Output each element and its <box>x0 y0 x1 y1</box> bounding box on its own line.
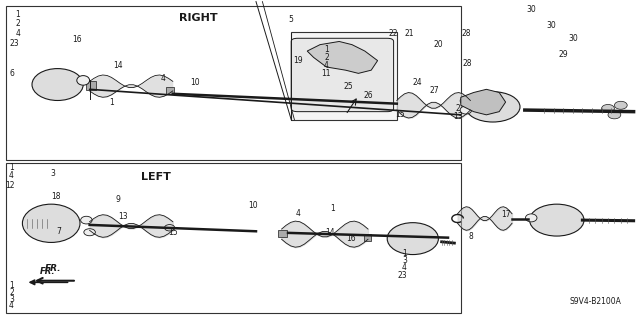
Text: 29: 29 <box>558 50 568 59</box>
Text: 20: 20 <box>433 40 444 49</box>
Text: 6: 6 <box>9 69 14 78</box>
Polygon shape <box>307 41 378 73</box>
Bar <box>291 32 397 120</box>
Text: 23: 23 <box>397 271 407 280</box>
Text: 25: 25 <box>344 82 354 91</box>
Text: 2: 2 <box>9 288 14 297</box>
Text: 10: 10 <box>248 201 258 210</box>
Text: 22: 22 <box>389 29 398 38</box>
Text: 15: 15 <box>168 228 178 237</box>
Polygon shape <box>461 89 506 115</box>
Text: 5: 5 <box>289 15 294 24</box>
Text: 14: 14 <box>324 228 335 237</box>
Ellipse shape <box>387 223 438 255</box>
Ellipse shape <box>614 101 627 109</box>
Bar <box>166 87 174 94</box>
Text: 11: 11 <box>322 69 331 78</box>
Text: 16: 16 <box>72 35 82 44</box>
Text: 2: 2 <box>324 53 329 62</box>
Text: 14: 14 <box>113 61 124 70</box>
Text: 2: 2 <box>15 19 20 28</box>
Text: 1: 1 <box>402 249 407 258</box>
Text: 19: 19 <box>292 56 303 65</box>
Text: LEFT: LEFT <box>141 172 171 182</box>
Ellipse shape <box>465 92 520 122</box>
Text: RIGHT: RIGHT <box>179 13 218 23</box>
Ellipse shape <box>32 69 83 100</box>
Text: 4: 4 <box>15 29 20 38</box>
Text: 2: 2 <box>455 104 460 113</box>
Ellipse shape <box>84 229 95 236</box>
Text: 28: 28 <box>461 29 470 38</box>
Text: 9: 9 <box>116 195 121 204</box>
Text: 30: 30 <box>547 21 557 30</box>
Text: FR.: FR. <box>45 264 61 273</box>
Text: 3: 3 <box>402 256 407 265</box>
Text: 30: 30 <box>568 34 578 43</box>
Text: 16: 16 <box>346 234 356 243</box>
Text: 24: 24 <box>412 78 422 87</box>
Text: 8: 8 <box>468 232 473 241</box>
Text: 17: 17 <box>500 210 511 219</box>
Text: 26: 26 <box>363 91 373 100</box>
Bar <box>6 163 461 313</box>
Text: 3: 3 <box>50 169 55 178</box>
Text: 15: 15 <box>395 110 405 119</box>
Ellipse shape <box>81 216 92 224</box>
Ellipse shape <box>460 97 472 105</box>
Text: S9V4-B2100A: S9V4-B2100A <box>569 297 621 306</box>
FancyBboxPatch shape <box>291 38 394 112</box>
Ellipse shape <box>22 204 80 242</box>
Text: 1: 1 <box>15 10 20 19</box>
Text: 18: 18 <box>51 192 60 201</box>
Text: 4: 4 <box>295 209 300 218</box>
Text: 1: 1 <box>9 281 14 290</box>
Bar <box>364 234 371 241</box>
Text: 28: 28 <box>463 59 472 68</box>
Bar <box>6 6 461 160</box>
Text: 12: 12 <box>5 181 14 189</box>
Text: 7: 7 <box>56 227 61 236</box>
Ellipse shape <box>608 111 621 119</box>
Text: 21: 21 <box>405 29 414 38</box>
Text: 4: 4 <box>402 263 407 272</box>
Bar <box>278 230 287 237</box>
Text: 1: 1 <box>9 163 14 172</box>
Ellipse shape <box>77 76 90 85</box>
Text: 13: 13 <box>452 112 463 121</box>
Text: 4: 4 <box>9 301 14 310</box>
Text: 23: 23 <box>9 39 19 48</box>
Text: 30: 30 <box>526 5 536 14</box>
Ellipse shape <box>529 204 584 236</box>
Text: 13: 13 <box>118 212 128 221</box>
Text: 1: 1 <box>330 204 335 213</box>
Text: 4: 4 <box>324 61 329 70</box>
Text: 27: 27 <box>429 86 439 95</box>
Text: 1: 1 <box>324 45 329 54</box>
Text: 1: 1 <box>109 98 115 107</box>
Bar <box>86 81 96 90</box>
Text: FR.: FR. <box>40 267 56 276</box>
Text: 10: 10 <box>190 78 200 87</box>
Text: 4: 4 <box>9 171 14 180</box>
Text: 4: 4 <box>161 74 166 83</box>
Text: 3: 3 <box>9 295 14 304</box>
Ellipse shape <box>460 106 472 114</box>
Ellipse shape <box>525 214 537 222</box>
Ellipse shape <box>602 104 614 113</box>
